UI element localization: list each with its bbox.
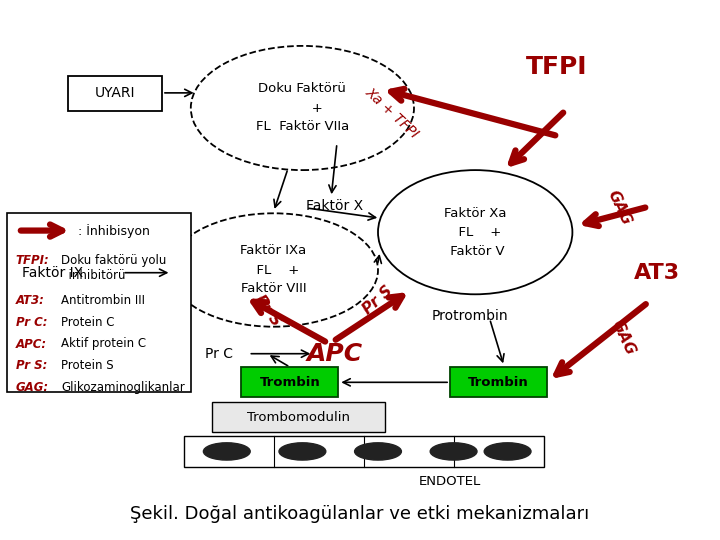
Text: Protein C: Protein C: [61, 316, 114, 329]
Text: TFPI: TFPI: [526, 56, 587, 79]
Bar: [241, 367, 338, 397]
Text: GAG: GAG: [605, 188, 634, 228]
Text: UYARI: UYARI: [95, 86, 135, 100]
Ellipse shape: [279, 443, 325, 460]
Bar: [184, 436, 544, 467]
Text: GAG: GAG: [608, 318, 637, 357]
Text: AT3: AT3: [634, 262, 680, 283]
Text: Xa + TFPI: Xa + TFPI: [363, 85, 422, 141]
Text: Antitrombin III: Antitrombin III: [61, 294, 145, 307]
Text: Pr C: Pr C: [205, 347, 233, 361]
Text: GAG:: GAG:: [16, 381, 49, 394]
Text: Pr S:: Pr S:: [16, 359, 48, 372]
Text: Aktif protein C: Aktif protein C: [61, 338, 146, 350]
Text: Faktör X: Faktör X: [306, 199, 363, 213]
Text: Glikozaminoglikanlar: Glikozaminoglikanlar: [61, 381, 185, 394]
Text: AT3:: AT3:: [16, 294, 45, 307]
Text: Faktör IXa
  FL    +
Faktör VIII: Faktör IXa FL + Faktör VIII: [240, 245, 307, 295]
Text: APC: APC: [307, 342, 363, 366]
Bar: [7, 213, 191, 392]
Text: Pr S: Pr S: [360, 282, 395, 317]
Text: Protein S: Protein S: [61, 359, 114, 372]
Bar: [212, 402, 385, 432]
Text: TFPI:: TFPI:: [16, 254, 50, 267]
Bar: [450, 367, 547, 397]
Ellipse shape: [204, 443, 251, 460]
Ellipse shape: [431, 443, 477, 460]
Text: ENDOTEL: ENDOTEL: [419, 475, 481, 488]
Text: Doku Faktörü
       +
FL  Faktör VIIa: Doku Faktörü + FL Faktör VIIa: [256, 83, 349, 133]
Text: Trombin: Trombin: [259, 375, 320, 389]
Text: Faktör Xa
  FL    +
 Faktör V: Faktör Xa FL + Faktör V: [444, 207, 506, 258]
Bar: [68, 76, 162, 111]
Text: Pr C:: Pr C:: [16, 316, 48, 329]
Text: Faktör IX: Faktör IX: [22, 266, 83, 280]
Text: Protrombin: Protrombin: [432, 309, 508, 323]
Text: APC:: APC:: [16, 338, 47, 350]
Text: Trombomodulin: Trombomodulin: [247, 410, 351, 424]
Ellipse shape: [484, 443, 531, 460]
Text: : İnhibisyon: : İnhibisyon: [78, 224, 150, 238]
Text: Doku faktörü yolu
  inhibitörü: Doku faktörü yolu inhibitörü: [61, 254, 166, 282]
Text: Trombin: Trombin: [468, 375, 529, 389]
Ellipse shape: [355, 443, 402, 460]
Text: Şekil. Doğal antikoagülanlar ve etki mekanizmaları: Şekil. Doğal antikoagülanlar ve etki mek…: [130, 505, 590, 523]
Text: Pr S: Pr S: [252, 292, 284, 329]
